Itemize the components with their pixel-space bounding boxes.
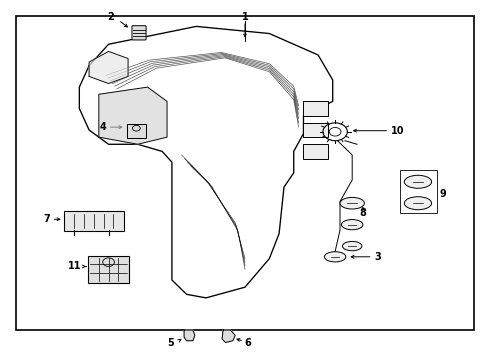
- Text: 2: 2: [108, 13, 114, 22]
- Text: 5: 5: [168, 338, 174, 348]
- FancyBboxPatch shape: [88, 256, 129, 283]
- Ellipse shape: [324, 252, 346, 262]
- Text: 10: 10: [391, 126, 405, 136]
- Polygon shape: [79, 26, 333, 298]
- FancyBboxPatch shape: [64, 211, 124, 231]
- FancyBboxPatch shape: [303, 144, 328, 158]
- Ellipse shape: [343, 242, 362, 251]
- Text: 7: 7: [43, 214, 50, 224]
- Polygon shape: [184, 330, 195, 341]
- FancyBboxPatch shape: [127, 124, 146, 138]
- Ellipse shape: [404, 197, 432, 210]
- FancyBboxPatch shape: [303, 102, 328, 116]
- Text: 3: 3: [374, 252, 381, 262]
- Text: 1: 1: [242, 13, 248, 22]
- Polygon shape: [89, 51, 128, 84]
- FancyBboxPatch shape: [132, 26, 146, 40]
- Polygon shape: [99, 87, 167, 144]
- Ellipse shape: [404, 175, 432, 188]
- Text: 8: 8: [360, 208, 367, 218]
- Ellipse shape: [340, 197, 365, 209]
- Ellipse shape: [342, 220, 363, 230]
- Text: 9: 9: [440, 189, 447, 199]
- Polygon shape: [222, 330, 235, 342]
- FancyBboxPatch shape: [303, 123, 328, 137]
- Text: 6: 6: [244, 338, 251, 348]
- Text: 11: 11: [68, 261, 82, 271]
- Text: 4: 4: [99, 122, 106, 132]
- FancyBboxPatch shape: [16, 16, 474, 330]
